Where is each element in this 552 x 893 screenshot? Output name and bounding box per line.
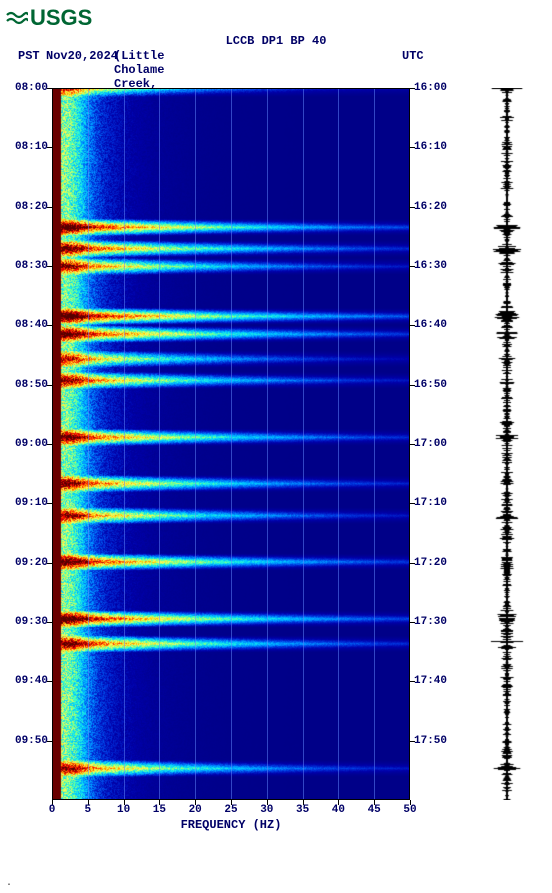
logo-text: USGS [30, 5, 92, 31]
y-left-label: 09:40 [4, 675, 48, 687]
y-right-label: 17:50 [414, 735, 447, 747]
x-tick-label: 25 [221, 804, 241, 816]
y-left-label: 09:30 [4, 616, 48, 628]
gridline-30 [267, 88, 268, 800]
y-left-label: 08:20 [4, 201, 48, 213]
x-tick-label: 10 [114, 804, 134, 816]
y-right-label: 17:30 [414, 616, 447, 628]
seismogram-canvas [490, 88, 524, 800]
x-axis-title: FREQUENCY (HZ) [52, 818, 410, 832]
gridline-15 [159, 88, 160, 800]
station-title: LCCB DP1 BP 40 [0, 34, 552, 48]
y-right-label: 16:20 [414, 201, 447, 213]
x-tick-label: 5 [78, 804, 98, 816]
x-tick-label: 15 [149, 804, 169, 816]
footer-marker: . [6, 878, 12, 889]
date-label: Nov20,2024 [46, 49, 118, 63]
y-left-label: 09:10 [4, 497, 48, 509]
gridline-10 [124, 88, 125, 800]
tz-left-label: PST [18, 49, 40, 63]
x-tick-label: 50 [400, 804, 420, 816]
y-left-label: 08:30 [4, 260, 48, 272]
x-tick-label: 35 [293, 804, 313, 816]
x-tick-label: 45 [364, 804, 384, 816]
y-right-label: 17:00 [414, 438, 447, 450]
usgs-logo: USGS [6, 5, 92, 31]
y-left-label: 08:40 [4, 319, 48, 331]
y-left-label: 08:50 [4, 379, 48, 391]
y-right-label: 17:20 [414, 557, 447, 569]
x-tick-label: 20 [185, 804, 205, 816]
gridline-40 [338, 88, 339, 800]
y-right-label: 16:10 [414, 141, 447, 153]
gridline-5 [88, 88, 89, 800]
y-right-label: 16:40 [414, 319, 447, 331]
gridline-45 [374, 88, 375, 800]
x-tick-label: 30 [257, 804, 277, 816]
y-left-label: 08:10 [4, 141, 48, 153]
x-tick-label: 40 [328, 804, 348, 816]
gridline-35 [303, 88, 304, 800]
y-right-label: 17:10 [414, 497, 447, 509]
y-left-label: 09:50 [4, 735, 48, 747]
y-right-label: 16:30 [414, 260, 447, 272]
y-left-label: 09:20 [4, 557, 48, 569]
y-right-label: 16:00 [414, 82, 447, 94]
y-right-label: 17:40 [414, 675, 447, 687]
y-right-label: 16:50 [414, 379, 447, 391]
y-left-label: 09:00 [4, 438, 48, 450]
x-tick-label: 0 [42, 804, 62, 816]
y-left-label: 08:00 [4, 82, 48, 94]
spectrogram-plot [52, 88, 410, 800]
tz-right-label: UTC [402, 49, 424, 63]
wave-icon [6, 9, 28, 27]
gridline-25 [231, 88, 232, 800]
gridline-20 [195, 88, 196, 800]
